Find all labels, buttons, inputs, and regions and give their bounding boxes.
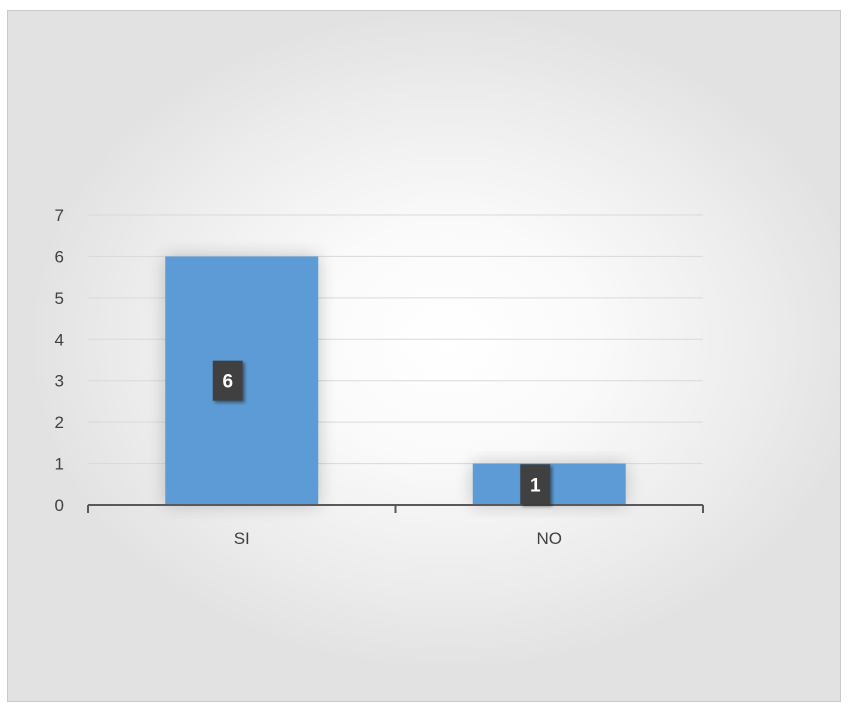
x-category-label: NO bbox=[537, 529, 563, 548]
y-tick-label: 6 bbox=[55, 247, 64, 266]
x-category-label: SI bbox=[234, 529, 250, 548]
y-tick-label: 7 bbox=[55, 206, 64, 225]
y-tick-label: 3 bbox=[55, 372, 64, 391]
data-label: 1 bbox=[530, 475, 541, 496]
y-tick-label: 0 bbox=[55, 496, 64, 515]
data-label: 6 bbox=[222, 372, 233, 393]
y-tick-label: 5 bbox=[55, 289, 64, 308]
data-label-box bbox=[520, 464, 551, 505]
y-tick-label: 2 bbox=[55, 413, 64, 432]
y-tick-label: 1 bbox=[55, 455, 64, 474]
data-label-box bbox=[212, 360, 243, 401]
y-tick-label: 4 bbox=[55, 330, 64, 349]
chart-area bbox=[7, 10, 841, 702]
